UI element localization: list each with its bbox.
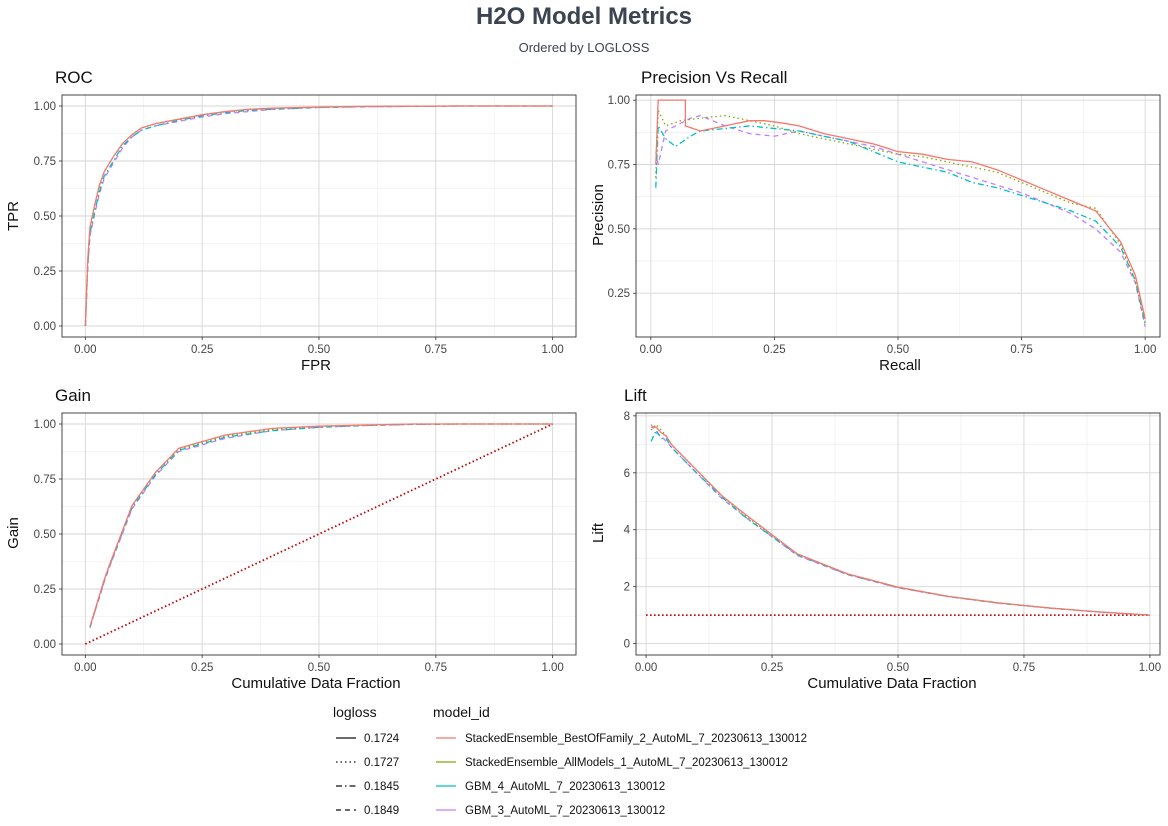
legend-logloss-value: 0.1727: [364, 757, 399, 769]
y-tick-label: 0.50: [34, 529, 56, 541]
y-tick-label: 1.00: [34, 101, 56, 113]
x-tick-label: 1.00: [541, 344, 563, 356]
y-tick-label: 0.50: [608, 224, 630, 236]
y-tick-label: 0.00: [34, 639, 56, 651]
y-tick-label: 8: [624, 411, 630, 423]
x-tick-label: 1.00: [1139, 662, 1161, 674]
y-tick-label: 0.50: [34, 211, 56, 223]
roc-xlabel: FPR: [301, 357, 331, 374]
x-tick-label: 0.50: [308, 344, 330, 356]
pr-xlabel: Recall: [879, 357, 921, 374]
y-tick-label: 0.75: [34, 156, 56, 168]
x-tick-label: 0.00: [74, 662, 96, 674]
x-tick-label: 0.75: [425, 344, 447, 356]
panel-border: [61, 94, 577, 338]
figure-subtitle: Ordered by LOGLOSS: [519, 40, 650, 55]
legend-logloss-title: logloss: [333, 704, 377, 720]
legend-row: 0.1849 GBM_3_AutoML_7_20230613_130012: [336, 805, 665, 817]
series-line: [650, 423, 1150, 616]
y-tick-label: 2: [624, 582, 630, 594]
figure-title: H2O Model Metrics: [476, 3, 692, 30]
series-line: [89, 423, 553, 628]
y-tick-label: 0.00: [34, 321, 56, 333]
y-tick-label: 0.25: [608, 288, 630, 300]
legend-logloss-value: 0.1845: [364, 781, 399, 793]
lift-xlabel: Cumulative Data Fraction: [807, 675, 976, 692]
panel-border: [61, 412, 577, 656]
roc-ylabel: TPR: [5, 201, 22, 231]
pr-title: Precision Vs Recall: [641, 68, 787, 87]
x-tick-label: 0.25: [763, 344, 785, 356]
x-tick-label: 0.25: [191, 662, 213, 674]
x-tick-label: 0.50: [887, 344, 909, 356]
roc-title: ROC: [55, 68, 93, 87]
x-tick-label: 0.50: [887, 662, 909, 674]
gain-ylabel: Gain: [5, 517, 22, 549]
legend-model-id: GBM_4_AutoML_7_20230613_130012: [465, 781, 665, 793]
x-tick-label: 0.75: [1010, 344, 1032, 356]
series-line: [89, 423, 553, 627]
legend-model-id: StackedEnsemble_AllModels_1_AutoML_7_202…: [465, 757, 788, 769]
series-line: [651, 426, 1150, 616]
series-line: [655, 114, 1146, 327]
panel-border: [635, 94, 1161, 338]
y-tick-label: 1.00: [608, 95, 630, 107]
lift-ylabel: Lift: [590, 522, 607, 543]
y-tick-label: 0: [624, 639, 630, 651]
precision-recall-panel: Precision Vs Recall Recall Precision 0.0…: [590, 68, 1161, 374]
series-line: [89, 423, 553, 628]
pr-ylabel: Precision: [590, 184, 607, 246]
y-tick-label: 0.25: [34, 584, 56, 596]
legend-logloss-value: 0.1849: [364, 805, 399, 817]
series-line: [655, 110, 1146, 322]
gain-title: Gain: [55, 386, 91, 405]
legend-model-title: model_id: [433, 704, 490, 720]
legend-model-id: GBM_3_AutoML_7_20230613_130012: [465, 805, 665, 817]
panel-border: [635, 412, 1161, 656]
legend-row: 0.1724 StackedEnsemble_BestOfFamily_2_Au…: [336, 733, 807, 745]
legend-logloss-value: 0.1724: [364, 733, 400, 745]
x-tick-label: 0.00: [635, 662, 657, 674]
x-tick-label: 1.00: [541, 662, 563, 674]
x-tick-label: 0.25: [191, 344, 213, 356]
legend-row: 0.1727 StackedEnsemble_AllModels_1_AutoM…: [336, 757, 788, 769]
gain-panel: Gain Cumulative Data Fraction Gain 0.00 0…: [5, 386, 577, 692]
x-tick-label: 0.25: [761, 662, 783, 674]
y-tick-label: 0.75: [34, 474, 56, 486]
y-tick-label: 0.75: [608, 160, 630, 172]
y-tick-label: 4: [624, 525, 631, 537]
series-line: [89, 423, 553, 627]
series-line: [655, 99, 1146, 320]
series-line: [84, 105, 553, 327]
gain-xlabel: Cumulative Data Fraction: [231, 675, 400, 692]
x-tick-label: 0.00: [640, 344, 662, 356]
x-tick-label: 0.50: [308, 662, 330, 674]
legend-row: 0.1845 GBM_4_AutoML_7_20230613_130012: [336, 781, 665, 793]
x-tick-label: 1.00: [1134, 344, 1156, 356]
legend-model-id: StackedEnsemble_BestOfFamily_2_AutoML_7_…: [465, 733, 807, 745]
y-tick-label: 1.00: [34, 419, 56, 431]
lift-title: Lift: [624, 386, 647, 405]
lift-panel: Lift Cumulative Data Fraction Lift 0.00 0…: [590, 386, 1161, 692]
x-tick-label: 0.75: [1013, 662, 1035, 674]
x-tick-label: 0.00: [74, 344, 96, 356]
x-tick-label: 0.75: [425, 662, 447, 674]
legend: logloss model_id 0.1724 StackedEnsemble_…: [333, 704, 807, 817]
roc-panel: ROC FPR TPR 0.00 0.25 0.50 0.75 1.00 0.00 0.25…: [5, 68, 577, 374]
y-tick-label: 6: [624, 468, 630, 480]
y-tick-label: 0.25: [34, 266, 56, 278]
series-line: [655, 123, 1146, 325]
